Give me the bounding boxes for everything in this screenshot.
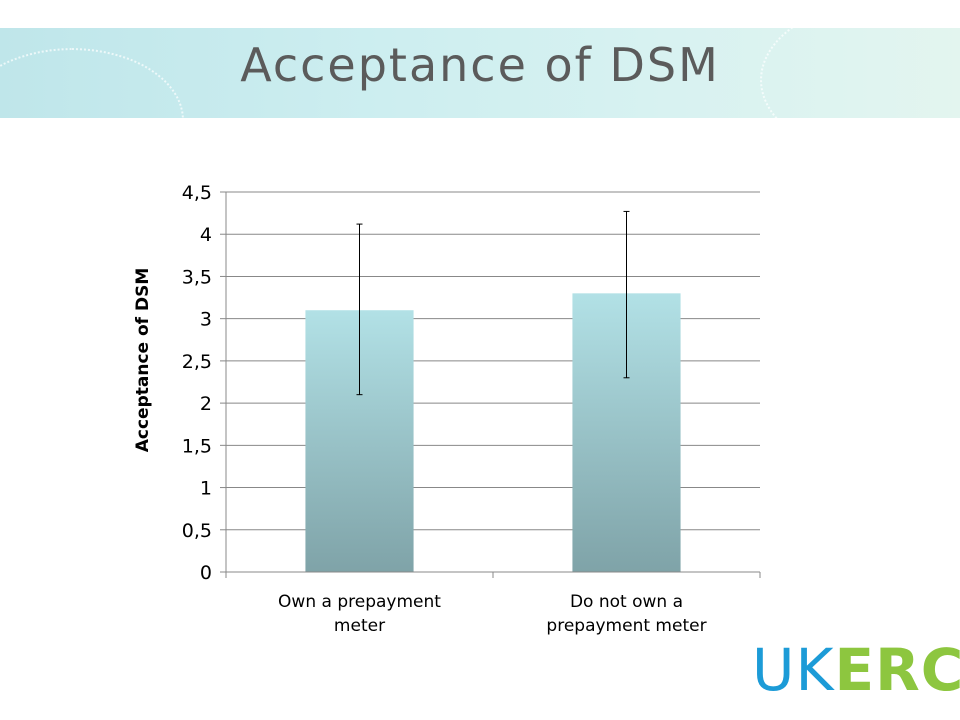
ukerc-logo: UKERC	[752, 640, 960, 700]
banner-decoration	[760, 28, 960, 118]
y-tick-label: 0,5	[182, 520, 212, 542]
x-category-label: meter	[334, 616, 385, 636]
y-tick-label: 3,5	[182, 266, 212, 288]
y-tick-label: 1	[200, 478, 212, 500]
x-category-label: Own a prepayment	[278, 592, 441, 612]
y-tick-label: 4	[200, 224, 212, 246]
y-tick-label: 2	[200, 393, 212, 415]
y-axis-label: Acceptance of DSM	[133, 268, 153, 453]
y-tick-label: 3	[200, 309, 212, 331]
y-tick-label: 1,5	[182, 435, 212, 457]
logo-erc: ERC	[834, 636, 960, 704]
y-tick-label: 4,5	[182, 182, 212, 204]
title-banner	[0, 28, 960, 118]
y-tick-label: 2,5	[182, 351, 212, 373]
logo-uk: UK	[752, 636, 835, 704]
y-tick-label: 0	[200, 562, 212, 584]
x-category-label: Do not own a	[570, 592, 683, 612]
slide-title: Acceptance of DSM	[240, 38, 720, 92]
x-category-label: prepayment meter	[546, 616, 706, 636]
